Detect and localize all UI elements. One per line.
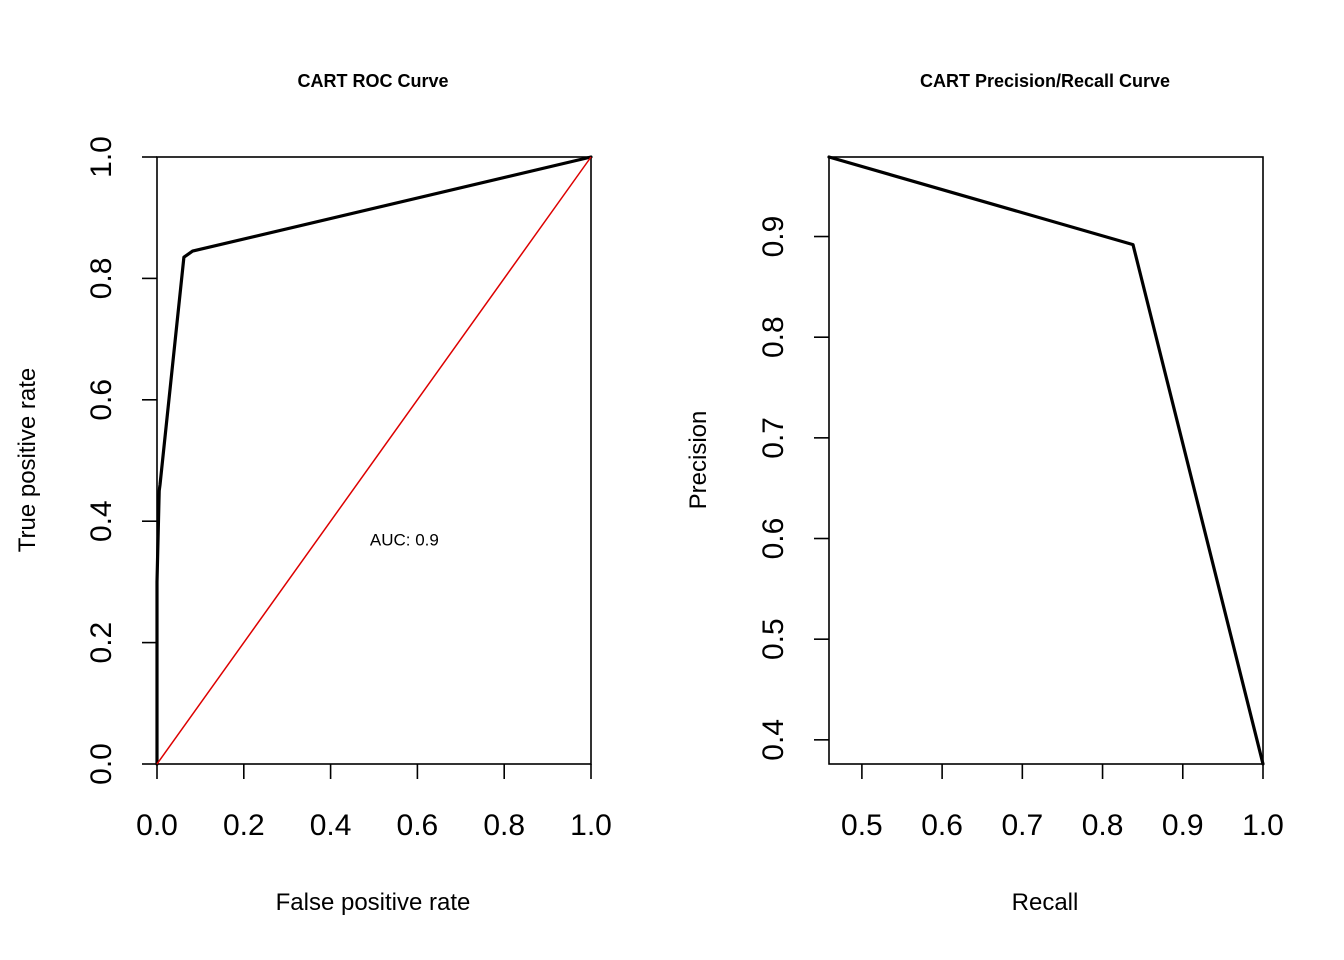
pr-x-tick-label: 0.9 (1162, 809, 1204, 842)
roc-x-tick-label: 0.8 (483, 809, 525, 842)
roc-x-axis-label: False positive rate (276, 889, 471, 916)
pr-plot-frame (828, 156, 1264, 765)
pr-x-tick-label: 1.0 (1242, 809, 1284, 842)
roc-y-tick-label: 0.6 (85, 379, 118, 421)
pr-y-tick-label: 0.8 (757, 316, 790, 358)
pr-x-axis-label: Recall (1012, 889, 1079, 916)
pr-y-axis-label: Precision (685, 411, 712, 510)
roc-data-marks: AUC: 0.9 (155, 155, 593, 766)
pr-y-tick-label: 0.9 (757, 216, 790, 258)
roc-axis-ticks: 0.0 0.2 0.4 0.6 0.8 1.0 0.0 0.2 0.4 0.6 0.8 1.0 (85, 136, 612, 842)
roc-diagonal-reference-line (156, 156, 592, 765)
roc-y-tick-label: 0.2 (85, 622, 118, 664)
roc-y-tick-label: 0.4 (85, 500, 118, 542)
pr-y-tick-label: 0.7 (757, 417, 790, 459)
roc-x-tick-label: 0.0 (136, 809, 178, 842)
pr-data-marks (827, 155, 1265, 766)
roc-x-tick-label: 1.0 (570, 809, 612, 842)
roc-plot-frame (156, 156, 592, 765)
pr-y-tick-label: 0.4 (757, 719, 790, 761)
pr-curve-line (827, 155, 1265, 766)
roc-x-tick-label: 0.6 (397, 809, 439, 842)
roc-x-tick-label: 0.2 (223, 809, 265, 842)
roc-y-axis-label: True positive rate (14, 368, 41, 553)
pr-x-tick-label: 0.7 (1001, 809, 1043, 842)
precision-recall-panel: CART Precision/Recall Curve Recall Preci… (685, 71, 1284, 916)
roc-x-tick-label: 0.4 (310, 809, 352, 842)
pr-chart-title: CART Precision/Recall Curve (920, 71, 1170, 91)
roc-auc-annotation: AUC: 0.9 (370, 530, 439, 549)
pr-x-tick-label: 0.8 (1082, 809, 1124, 842)
pr-x-tick-label: 0.5 (841, 809, 883, 842)
pr-axis-ticks: 0.5 0.6 0.7 0.8 0.9 1.0 0.4 0.5 0.6 0.7 0.8 0.9 (757, 216, 1284, 842)
roc-chart-title: CART ROC Curve (297, 71, 448, 91)
pr-y-tick-label: 0.6 (757, 518, 790, 560)
pr-x-tick-label: 0.6 (921, 809, 963, 842)
roc-y-tick-label: 1.0 (85, 136, 118, 178)
roc-curve-line (155, 155, 593, 766)
roc-y-tick-label: 0.0 (85, 743, 118, 785)
roc-panel: CART ROC Curve False positive rate True … (14, 71, 612, 916)
roc-y-tick-label: 0.8 (85, 258, 118, 300)
pr-y-tick-label: 0.5 (757, 618, 790, 660)
